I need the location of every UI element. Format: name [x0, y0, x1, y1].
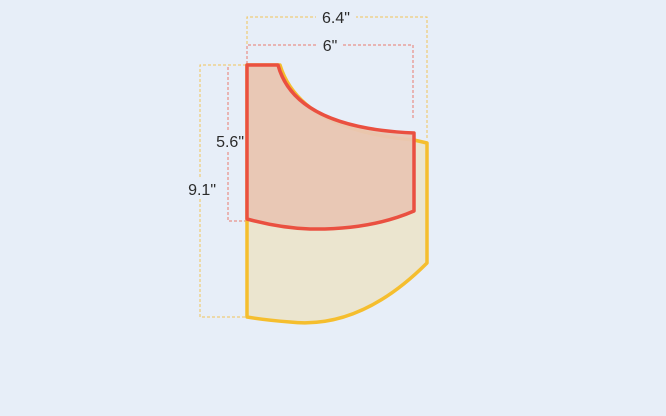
- outer-height-label: 9.1": [188, 182, 216, 199]
- inner-shape: [245, 63, 416, 231]
- inner-height-label: 5.6": [216, 134, 244, 151]
- outer-width-label: 6.4": [322, 10, 350, 27]
- inner-width-label: 6": [323, 38, 338, 55]
